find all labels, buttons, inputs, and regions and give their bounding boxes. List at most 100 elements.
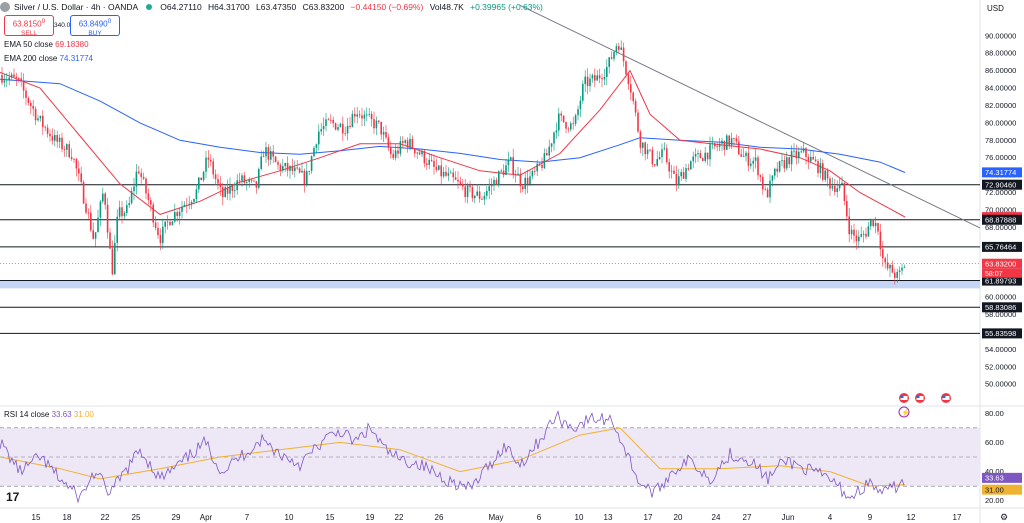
candle-body xyxy=(25,90,27,98)
candle-body xyxy=(574,115,577,124)
flag-stripes xyxy=(916,396,924,400)
ema50-legend[interactable]: EMA 50 close 69.18380 xyxy=(4,40,89,49)
candle-body xyxy=(452,172,454,178)
candle-body xyxy=(356,114,358,117)
candle-body xyxy=(111,248,114,275)
currency-label[interactable]: USD xyxy=(987,4,1004,13)
candle-body xyxy=(754,157,757,161)
candle-body xyxy=(61,137,63,150)
candle-body xyxy=(680,172,682,177)
candle-body xyxy=(308,170,310,172)
candle-body xyxy=(735,138,738,142)
price-label-box xyxy=(982,179,1022,190)
candle-body xyxy=(510,157,512,160)
candle-body xyxy=(817,160,819,174)
candle-body xyxy=(483,195,486,200)
candle-body xyxy=(836,188,838,192)
candle-body xyxy=(495,179,498,186)
price-label-text: 72.90460 xyxy=(985,180,1016,189)
candle-body xyxy=(265,147,267,157)
candle-body xyxy=(757,157,759,176)
price-tick-label: 80.00000 xyxy=(985,118,1016,127)
candle-body xyxy=(709,144,711,160)
price-label-box xyxy=(982,302,1022,313)
price-label-box xyxy=(982,275,1022,286)
candle-body xyxy=(37,118,39,121)
candle-body xyxy=(798,151,800,159)
candle-body xyxy=(870,219,872,227)
candle-body xyxy=(517,173,519,176)
candle-body xyxy=(550,143,553,147)
candle-body xyxy=(75,158,78,169)
ema50-label: EMA 50 close xyxy=(4,40,53,49)
candle-body xyxy=(706,152,709,160)
candle-body xyxy=(325,119,327,126)
candle-body xyxy=(140,173,142,177)
candle-body xyxy=(610,57,613,59)
candle-body xyxy=(63,149,66,150)
candle-body xyxy=(164,221,166,227)
time-tick-label: 27 xyxy=(743,513,752,522)
rsi-value: 33.63 xyxy=(51,410,72,419)
candle-body xyxy=(49,133,51,137)
candle-body xyxy=(342,123,344,134)
time-tick-label: 10 xyxy=(285,513,294,522)
candle-body xyxy=(560,113,562,116)
candle-body xyxy=(121,207,123,217)
candle-body xyxy=(394,150,397,158)
time-tick-label: 15 xyxy=(326,513,335,522)
candle-body xyxy=(114,242,116,275)
candle-body xyxy=(507,159,510,166)
candle-body xyxy=(106,204,109,233)
candle-body xyxy=(786,157,788,169)
us-flag-event-icon xyxy=(941,393,951,403)
candle-body xyxy=(776,168,778,172)
candle-body xyxy=(589,78,591,87)
candle-body xyxy=(15,76,18,78)
price-tick-label: 72.00000 xyxy=(985,188,1016,197)
candle-body xyxy=(490,185,493,187)
rsi-legend[interactable]: RSI 14 close 33.63 31.00 xyxy=(4,410,94,419)
price-tick-label: 58.00000 xyxy=(985,310,1016,319)
flag-stripes xyxy=(942,396,950,400)
candle-body xyxy=(428,159,430,165)
candle-body xyxy=(1,74,3,83)
rsi-value-text: 31.00 xyxy=(985,485,1004,494)
candle-body xyxy=(222,187,224,198)
price-label-text: 55.83598 xyxy=(985,329,1016,338)
candle-body xyxy=(505,165,507,176)
candle-body xyxy=(596,75,598,81)
price-label-box xyxy=(982,167,1022,178)
candle-body xyxy=(478,191,481,199)
candle-body xyxy=(812,156,814,160)
candle-body xyxy=(810,156,812,162)
candle-body xyxy=(668,162,670,172)
buy-button[interactable]: 63.84900 BUY xyxy=(70,15,120,37)
candle-body xyxy=(678,176,680,186)
candle-body xyxy=(397,150,399,154)
candle-body xyxy=(20,78,22,82)
market-open-indicator xyxy=(146,4,153,10)
candle-body xyxy=(291,165,294,172)
time-tick-label: 24 xyxy=(712,513,721,522)
sell-button[interactable]: 63.81500 SELL xyxy=(4,15,54,37)
candle-body xyxy=(418,152,421,155)
candle-body xyxy=(174,212,176,222)
candle-body xyxy=(385,132,387,138)
price-tick-label: 68.00000 xyxy=(985,223,1016,232)
candle-body xyxy=(469,185,471,188)
candle-body xyxy=(685,168,687,179)
candle-body xyxy=(318,131,320,145)
rsi-label: RSI 14 close xyxy=(4,410,50,419)
candle-body xyxy=(133,186,135,192)
flag-canton xyxy=(942,395,946,398)
ema200-legend[interactable]: EMA 200 close 74.31774 xyxy=(4,54,93,63)
candle-body xyxy=(186,204,188,206)
low-value: L63.47350 xyxy=(256,2,297,12)
candle-body xyxy=(586,76,589,87)
candle-body xyxy=(171,221,174,226)
candle-body xyxy=(426,163,428,165)
symbol-title[interactable]: Silver / U.S. Dollar · 4h · OANDA xyxy=(14,2,139,12)
candle-body xyxy=(752,160,754,164)
